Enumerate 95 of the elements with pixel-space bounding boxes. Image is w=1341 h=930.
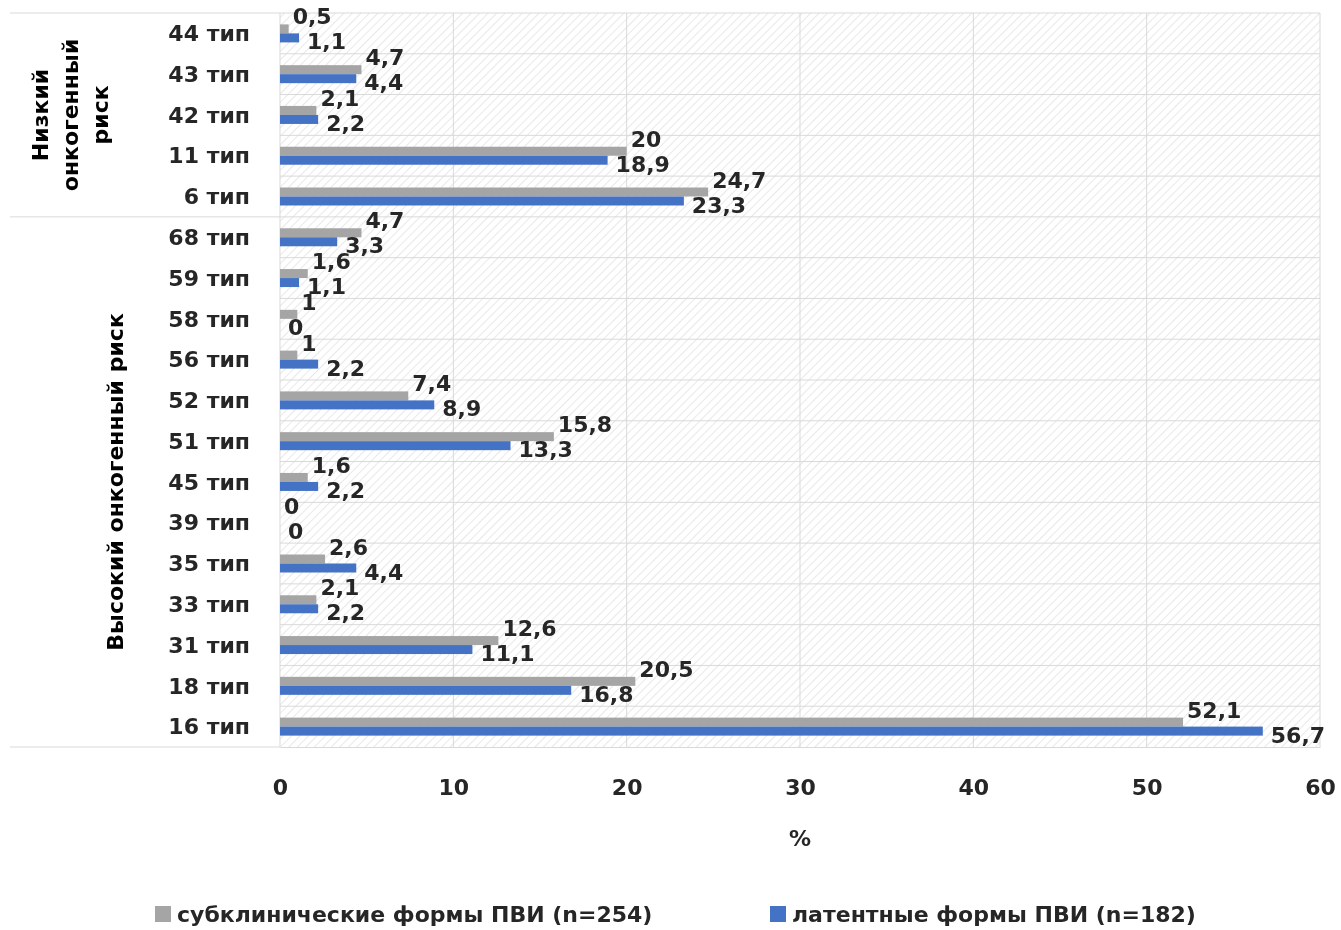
legend-label: латентные формы ПВИ (n=182) [792,902,1196,927]
bar [280,685,572,695]
bar [280,309,298,319]
y-tick-label: 39 тип [168,510,250,536]
data-label: 1,1 [307,29,347,55]
data-label: 0 [288,518,304,544]
bar [280,554,326,564]
bar [280,595,317,605]
x-tick-label: 10 [438,774,470,800]
data-label: 13,3 [518,437,573,463]
y-tick-label: 58 тип [168,306,250,332]
bar [280,472,308,482]
x-tick-label: 30 [785,774,816,800]
bar [280,24,289,34]
bar [280,676,636,686]
data-label: 18,9 [615,151,670,177]
data-label: 7,4 [412,371,452,397]
bar [280,636,499,646]
bar [280,563,357,573]
x-tick-label: 0 [272,774,289,800]
x-tick-label: 60 [1305,774,1336,800]
data-label: 8,9 [442,396,482,422]
bar [280,604,319,614]
bar [280,155,608,165]
data-label: 0 [284,493,300,519]
data-label: 56,7 [1270,722,1326,748]
bar [280,278,300,288]
text: Высокий онкогенный риск [102,313,128,651]
y-tick-label: 68 тип [168,224,250,250]
y-tick-label: 51 тип [168,428,250,454]
bar [280,65,362,75]
bar [280,645,473,655]
bar [280,269,308,279]
bar [280,187,709,197]
y-tick-label: 43 тип [168,61,250,87]
data-label: 0,5 [292,4,332,30]
bar [280,717,1184,727]
data-label: 2,2 [326,355,366,381]
data-label: 20 [630,126,662,152]
y-tick-label: 16 тип [168,714,250,740]
data-label: 15,8 [557,412,613,438]
y-tick-label: 31 тип [168,632,250,658]
bar [280,432,554,442]
data-label: 23,3 [691,192,747,218]
y-tick-label: 42 тип [168,102,250,128]
y-tick-label: 11 тип [168,143,250,169]
y-tick-label: 33 тип [168,591,250,617]
bar [280,400,435,410]
data-label: 4,4 [364,559,404,585]
bar [280,237,338,247]
bar [280,105,317,115]
data-label: 16,8 [579,681,634,707]
x-tick-label: 40 [958,774,990,800]
data-label: 24,7 [712,167,767,193]
bar [280,33,300,43]
data-label: 2,1 [320,575,360,601]
x-tick-label: 20 [611,774,643,800]
bar [280,726,1263,736]
data-label: 52,1 [1187,697,1242,723]
data-label: 2,2 [326,477,366,503]
legend-label: субклинические формы ПВИ (n=254) [177,902,653,927]
y-tick-label: 35 тип [168,551,250,577]
y-tick-label: 59 тип [168,265,250,291]
data-label: 4,4 [364,70,404,96]
y-tick-label: 44 тип [168,21,250,47]
data-label: 2,2 [326,600,366,626]
bar [280,146,627,156]
bar [280,228,362,238]
y-tick-label: 52 тип [168,388,250,414]
y-tick-label: 6 тип [183,184,250,210]
data-label: 4,7 [365,208,405,234]
bar [280,391,409,401]
bar [280,114,319,124]
y-tick-label: 56 тип [168,347,250,373]
data-label: 0 [288,314,304,340]
bar [280,481,319,491]
bar [280,359,319,369]
data-label: 1,6 [311,452,351,478]
bar [280,350,298,360]
text: Низкий онкогенный риск [27,38,113,192]
bar [280,441,511,451]
data-label: 2,1 [320,85,360,111]
data-label: 2,6 [329,534,369,560]
y-tick-label: 18 тип [168,673,250,699]
data-label: 2,2 [326,110,366,136]
data-label: 12,6 [502,616,557,642]
data-label: 20,5 [639,656,694,682]
data-label: 11,1 [480,641,535,667]
bar [280,196,684,206]
bar [280,74,357,84]
x-tick-label: 50 [1131,774,1163,800]
y-tick-label: 45 тип [168,469,250,495]
data-label: 4,7 [365,45,405,71]
data-label: 1 [301,330,317,356]
x-axis-title: % [788,826,812,851]
